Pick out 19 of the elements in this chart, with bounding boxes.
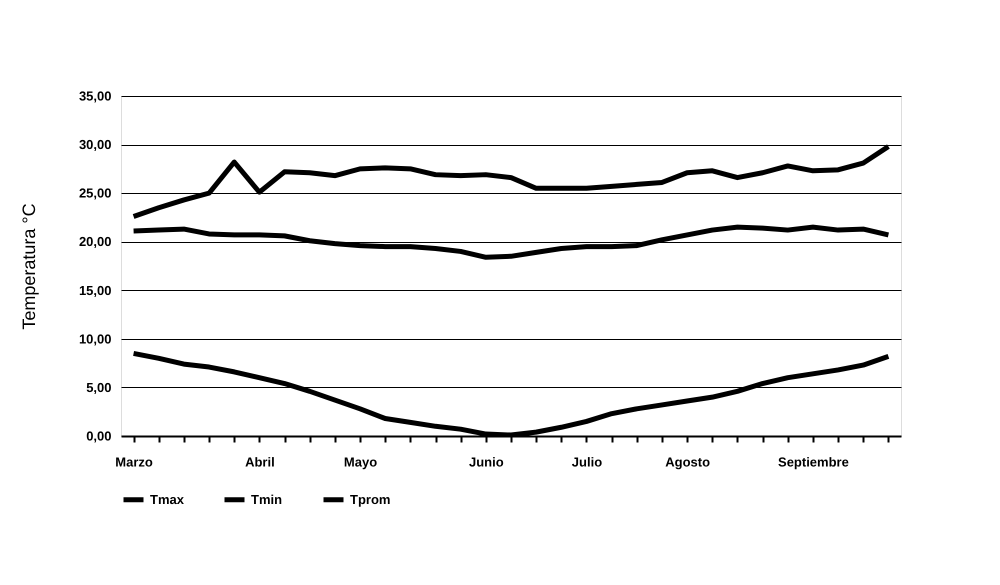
- y-tick-label: 20,00: [78, 234, 112, 250]
- x-tick-label: Julio: [572, 454, 602, 470]
- x-tick-label: Septiembre: [778, 454, 849, 470]
- x-tick-label: Marzo: [115, 454, 153, 470]
- y-tick-label: 25,00: [78, 186, 112, 201]
- x-tick-label: Junio: [469, 454, 504, 470]
- x-tick-label: Abril: [245, 454, 275, 470]
- y-tick-label: 15,00: [78, 282, 112, 298]
- legend-label: Tprom: [350, 492, 390, 507]
- y-axis-title: Temperatura °C: [18, 203, 39, 330]
- legend-label: Tmin: [251, 492, 282, 507]
- x-tick-label: Mayo: [344, 454, 378, 470]
- y-tick-label: 35,00: [78, 88, 112, 104]
- legend-label: Tmax: [150, 492, 185, 507]
- y-tick-label: 30,00: [78, 137, 112, 152]
- y-tick-label: 10,00: [78, 331, 112, 346]
- y-tick-label: 5,00: [86, 380, 112, 395]
- y-tick-label: 0,00: [86, 428, 112, 444]
- x-tick-label: Agosto: [665, 454, 710, 470]
